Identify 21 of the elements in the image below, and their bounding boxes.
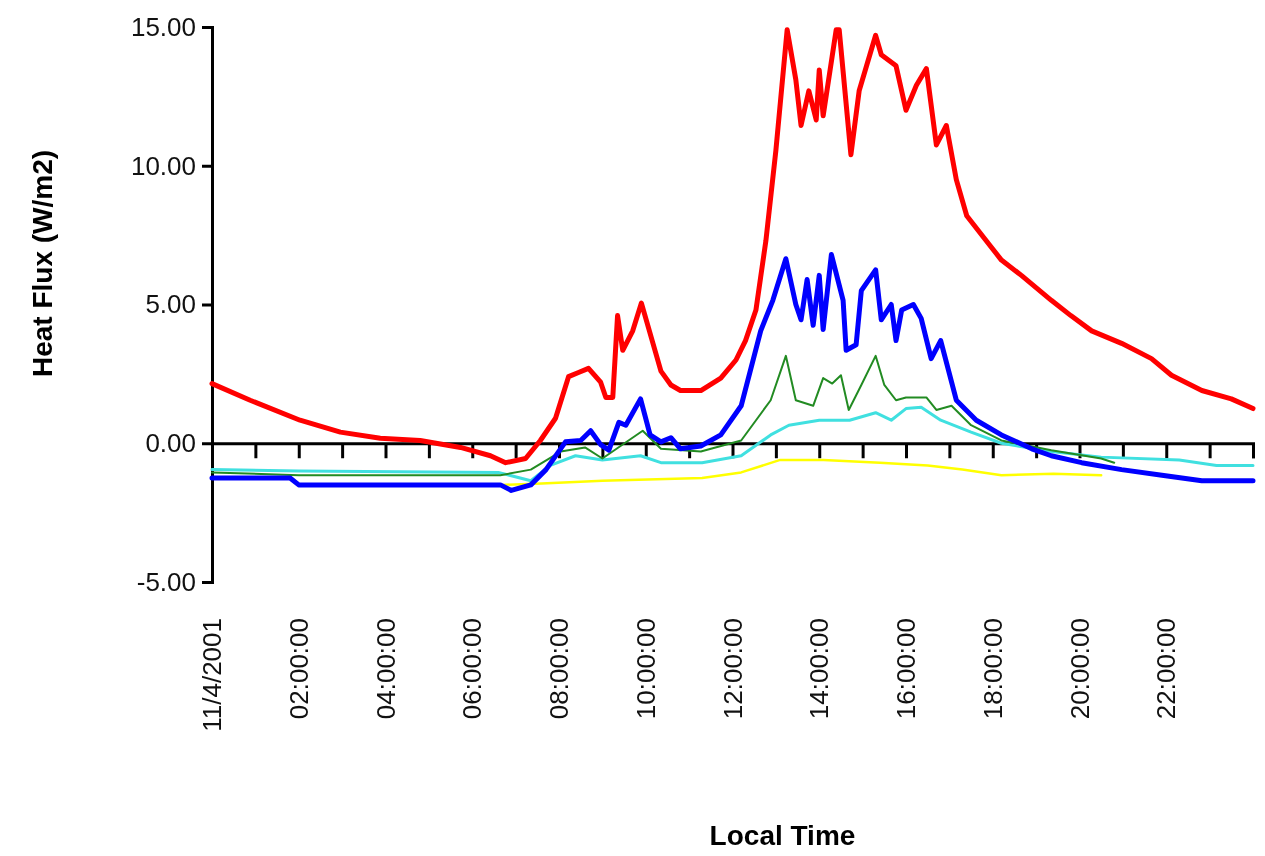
- x-tick-label: 18:00:00: [977, 618, 1008, 720]
- x-axis-title: Local Time: [709, 820, 856, 851]
- x-tick-label: 10:00:00: [630, 618, 661, 720]
- x-tick-label: 16:00:00: [891, 618, 921, 720]
- x-tick-label: 11/4/2001: [197, 618, 227, 732]
- x-tick-label: 22:00:00: [1151, 618, 1182, 720]
- y-tick-label: 0.00: [145, 428, 196, 459]
- x-tick-label: 14:00:00: [804, 618, 835, 720]
- x-tick-label: 04:00:00: [370, 618, 401, 720]
- y-tick-label: 15.00: [130, 11, 196, 42]
- y-tick-label: -5.00: [136, 566, 196, 597]
- x-tick-label: 20:00:00: [1064, 618, 1095, 720]
- y-axis-title: Heat Flux (W/m2): [27, 149, 58, 378]
- line-series: [211, 354, 1116, 477]
- y-tick-label: 10.00: [130, 150, 196, 181]
- x-tick-label: 12:00:00: [717, 618, 748, 720]
- line-series: [210, 405, 1255, 483]
- y-tick-label: 5.00: [145, 289, 196, 320]
- x-tick-label: 06:00:00: [457, 618, 488, 720]
- x-tick-label: 08:00:00: [544, 618, 574, 720]
- x-tick-label: 02:00:00: [283, 618, 314, 720]
